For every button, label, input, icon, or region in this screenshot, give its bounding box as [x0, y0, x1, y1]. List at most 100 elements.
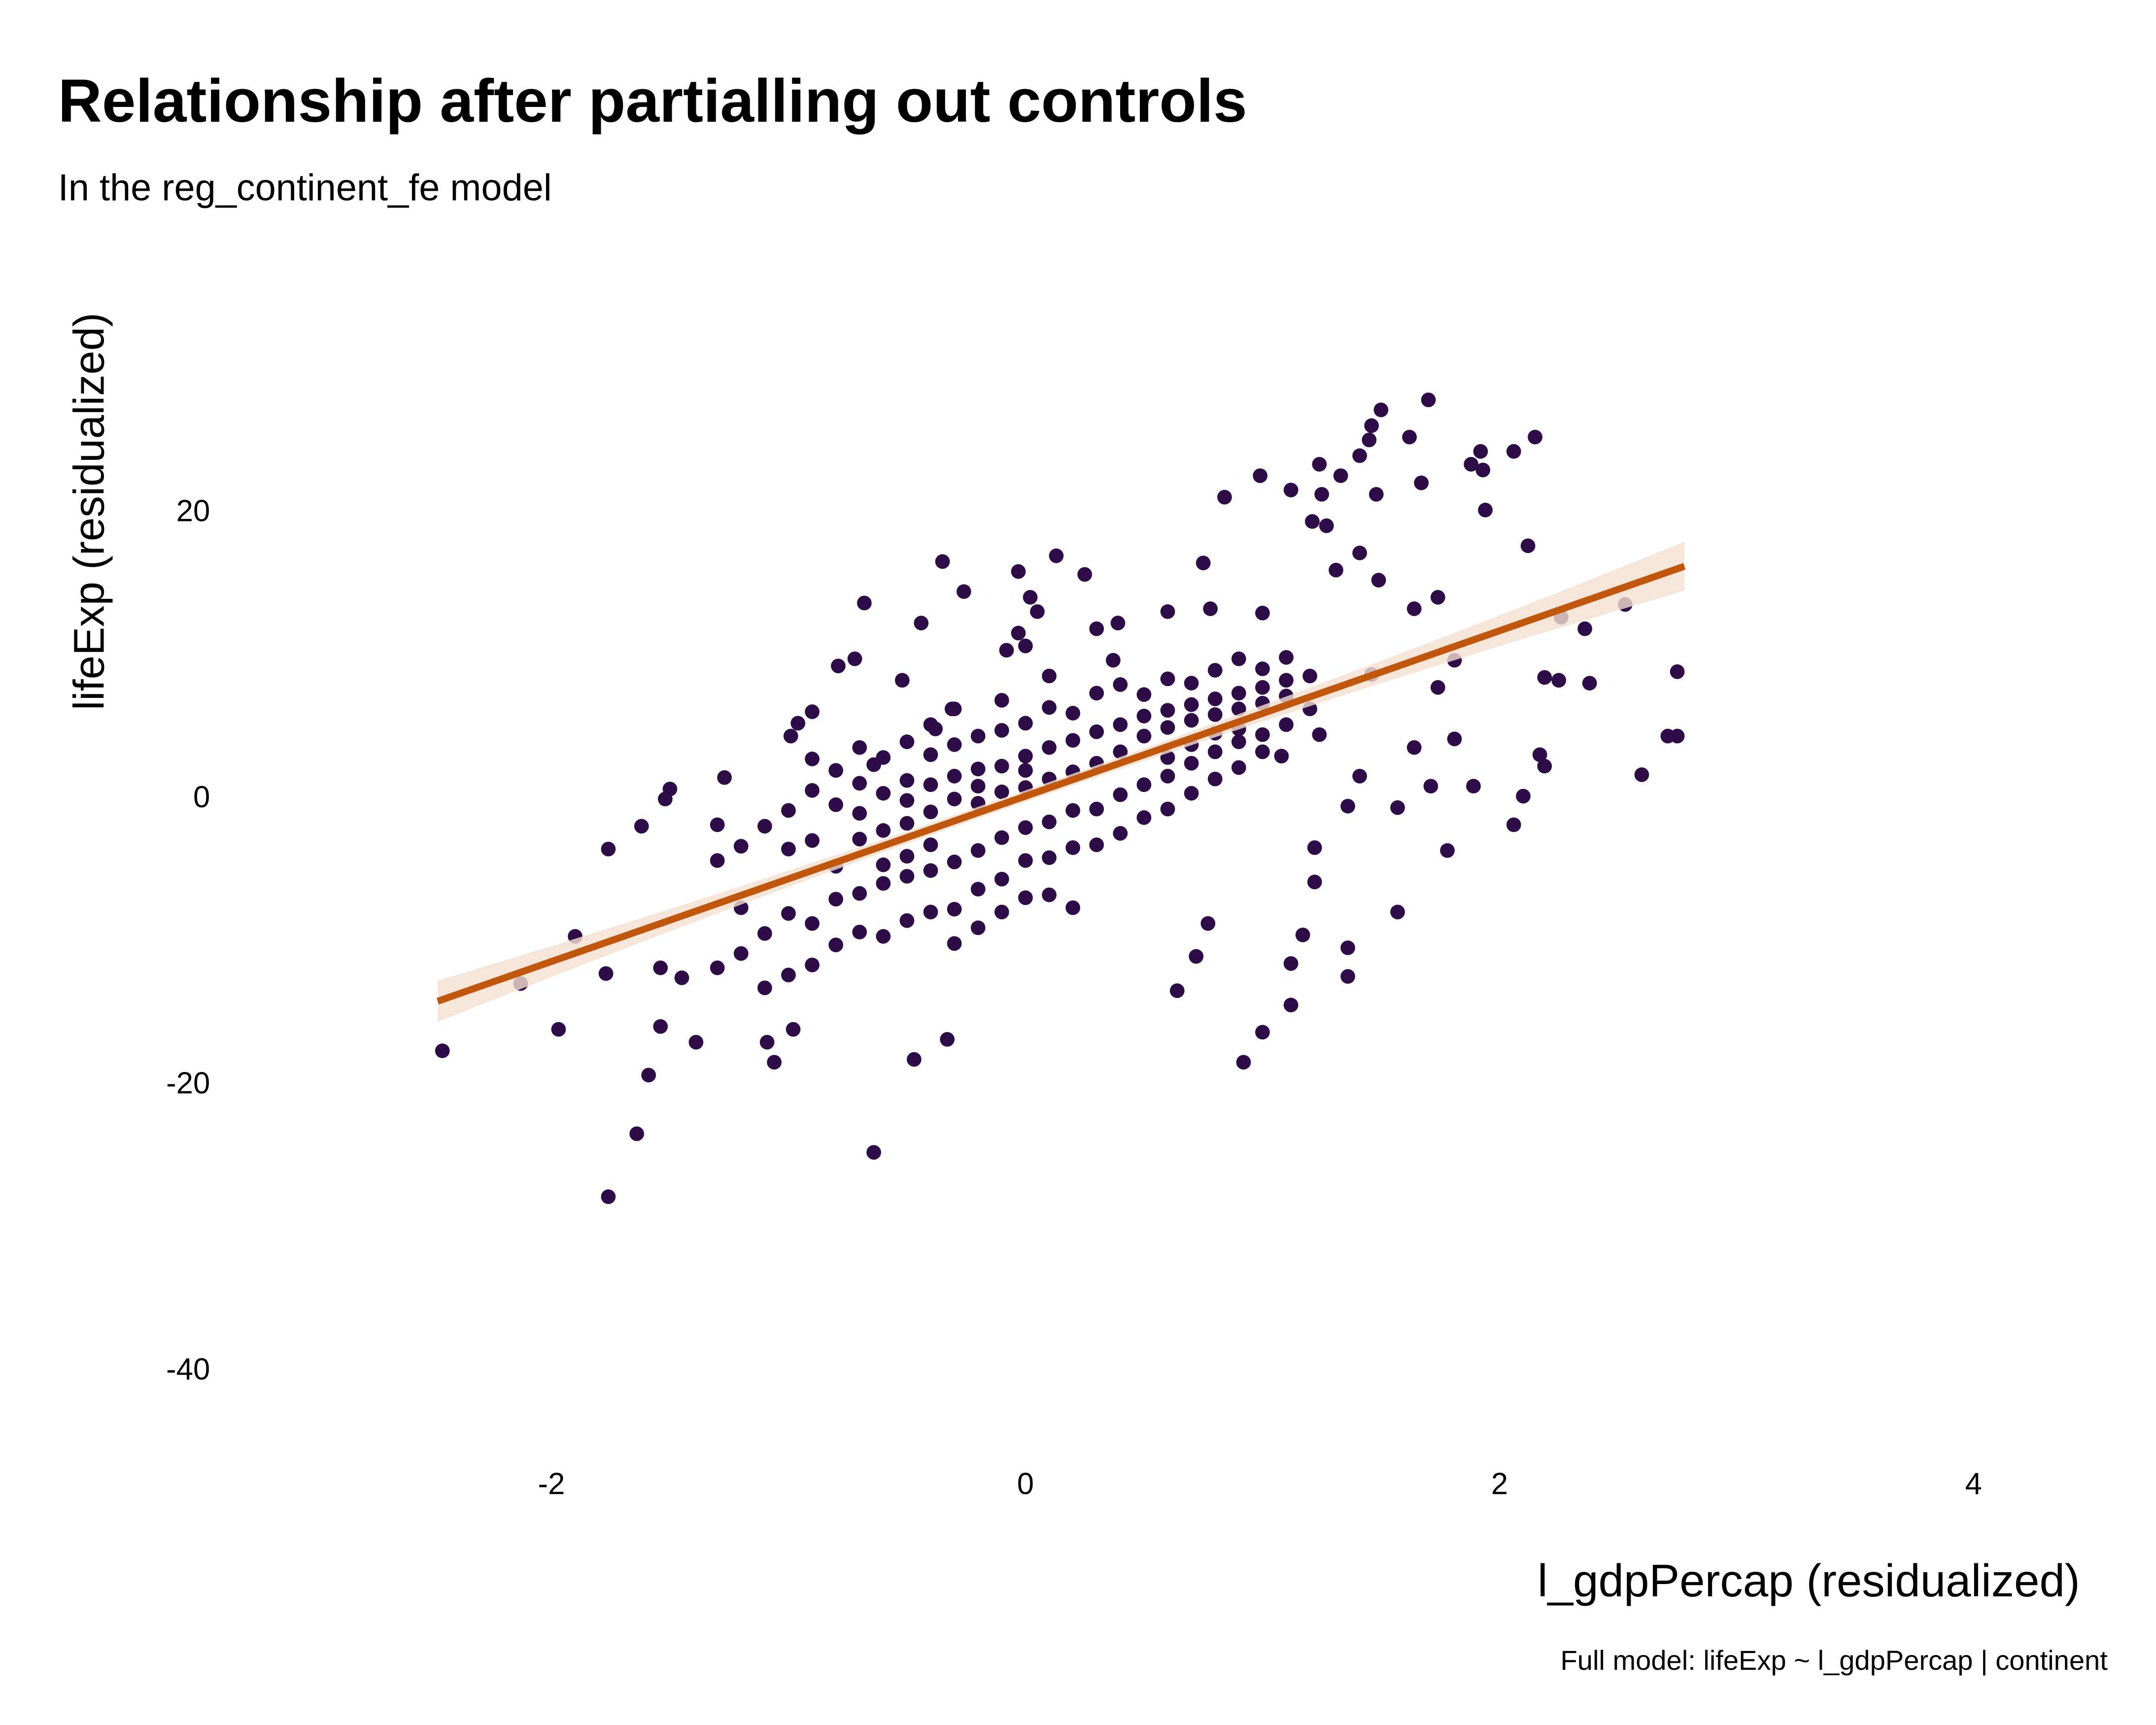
data-point	[710, 817, 725, 832]
data-point	[1440, 843, 1455, 858]
data-point	[1042, 850, 1057, 865]
data-point	[1506, 444, 1521, 459]
data-point	[1362, 432, 1377, 448]
data-point	[1077, 567, 1093, 582]
data-point	[923, 777, 938, 793]
data-point	[786, 1022, 801, 1037]
data-point	[1577, 621, 1592, 636]
data-point	[662, 782, 678, 796]
data-point	[1231, 734, 1246, 749]
data-point	[1364, 418, 1379, 433]
data-point	[1160, 703, 1175, 718]
data-point	[923, 904, 938, 920]
data-point	[1231, 686, 1246, 701]
data-point	[733, 839, 749, 854]
data-point	[1406, 740, 1422, 755]
data-point	[1042, 740, 1057, 755]
data-point	[899, 816, 915, 831]
data-point	[1352, 768, 1367, 784]
fit-layer	[436, 542, 1686, 1022]
data-point	[923, 747, 938, 762]
data-point	[1207, 771, 1223, 787]
data-point	[1065, 900, 1080, 915]
data-point	[876, 823, 891, 838]
data-point	[1160, 671, 1175, 687]
data-point	[1160, 768, 1175, 784]
points-layer	[435, 392, 1685, 1204]
data-point	[781, 967, 796, 983]
data-point	[783, 728, 798, 744]
data-point	[1184, 756, 1199, 771]
y-tick-label: 0	[193, 780, 210, 814]
data-point	[1537, 670, 1552, 685]
data-point	[999, 643, 1014, 658]
data-point	[970, 843, 986, 858]
data-point	[876, 929, 891, 944]
data-point	[1340, 969, 1355, 984]
data-point	[1207, 691, 1223, 706]
data-point	[947, 792, 962, 807]
data-point	[1160, 720, 1175, 735]
y-tick-label: -20	[166, 1066, 210, 1100]
data-point	[805, 704, 820, 719]
data-point	[1473, 444, 1488, 459]
data-point	[1670, 728, 1685, 744]
data-point	[1184, 676, 1199, 690]
data-point	[852, 886, 867, 901]
data-point	[1065, 706, 1080, 721]
data-point	[947, 768, 962, 784]
data-point	[1279, 717, 1294, 732]
data-point	[1018, 716, 1033, 731]
data-point	[1018, 763, 1033, 778]
data-point	[899, 849, 915, 864]
data-point	[923, 863, 938, 878]
data-point	[1255, 1025, 1270, 1040]
data-point	[876, 786, 891, 801]
data-point	[1390, 904, 1405, 920]
data-point	[947, 737, 962, 752]
data-point	[994, 693, 1009, 708]
data-point	[1023, 590, 1038, 605]
data-point	[1113, 744, 1128, 759]
data-point	[1160, 604, 1175, 619]
data-point	[1634, 767, 1649, 782]
data-point	[1255, 661, 1270, 676]
data-point	[1402, 429, 1417, 445]
y-tick-label: -40	[166, 1352, 210, 1386]
data-point	[947, 855, 962, 869]
data-point	[1314, 487, 1330, 502]
data-point	[1506, 817, 1521, 832]
data-point	[1042, 814, 1057, 829]
data-point	[899, 734, 915, 749]
data-point	[1136, 810, 1152, 825]
data-point	[970, 779, 986, 794]
data-point	[957, 584, 971, 599]
data-point	[1089, 801, 1104, 817]
data-point	[899, 869, 915, 884]
data-point	[1283, 483, 1299, 498]
data-point	[805, 783, 820, 798]
data-point	[688, 1035, 704, 1050]
data-point	[994, 871, 1009, 887]
data-point	[852, 740, 867, 755]
data-point	[876, 857, 891, 872]
data-point	[1113, 677, 1128, 692]
data-point	[994, 723, 1009, 738]
data-point	[1295, 928, 1310, 942]
data-point	[1253, 468, 1267, 483]
data-point	[767, 1055, 782, 1070]
data-point	[1231, 760, 1246, 775]
data-point	[1373, 402, 1389, 417]
data-point	[923, 804, 938, 820]
data-point	[1430, 590, 1445, 605]
data-point	[435, 1043, 450, 1058]
data-point	[733, 946, 749, 961]
data-point	[1532, 747, 1547, 762]
data-point	[1279, 650, 1294, 665]
data-point	[923, 837, 938, 852]
data-point	[1196, 555, 1211, 571]
data-point	[1421, 392, 1436, 408]
data-point	[757, 819, 772, 834]
data-point	[1018, 853, 1033, 868]
